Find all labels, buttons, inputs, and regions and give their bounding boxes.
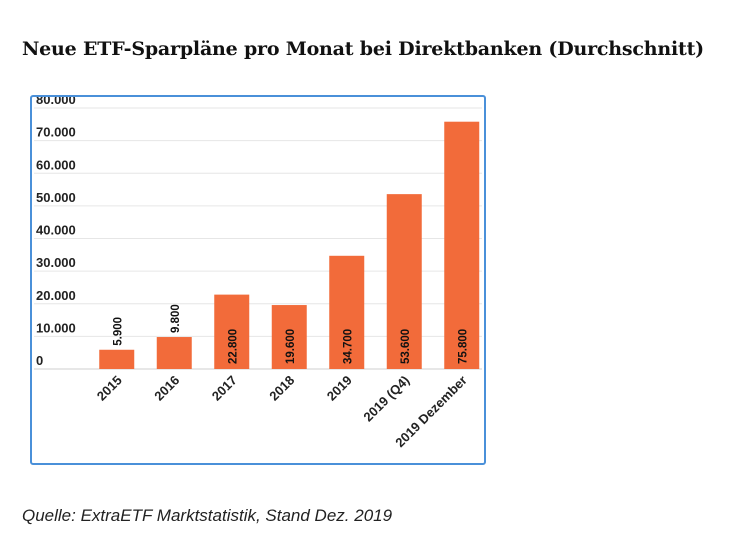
bar-2015 <box>99 349 135 369</box>
x-tick-label: 2015 <box>94 373 125 404</box>
x-tick-label: 2018 <box>266 373 297 404</box>
chart-title: Neue ETF-Sparpläne pro Monat bei Direktb… <box>22 38 704 60</box>
y-tick-label: 50.000 <box>36 190 76 205</box>
x-tick-label: 2019 <box>324 373 355 404</box>
x-tick-label: 2019 (Q4) <box>360 373 412 425</box>
y-tick-label: 10.000 <box>36 320 76 335</box>
y-tick-label: 70.000 <box>36 125 76 140</box>
data-label: 53.600 <box>400 329 412 364</box>
y-tick-label: 30.000 <box>36 255 76 270</box>
y-tick-label: 80.000 <box>36 97 76 107</box>
data-label: 34.700 <box>342 329 354 364</box>
x-tick-label: 2017 <box>209 373 240 404</box>
y-tick-label: 20.000 <box>36 288 76 303</box>
bar-chart: 0 10.000 20.000 30.000 40.000 50.000 60.000 70.… <box>34 97 482 450</box>
data-label: 9.800 <box>170 304 182 333</box>
data-label: 22.800 <box>227 329 239 364</box>
data-label: 5.900 <box>112 317 124 346</box>
bar-2019 <box>329 255 365 369</box>
data-label: 19.600 <box>285 329 297 364</box>
source-note: Quelle: ExtraETF Marktstatistik, Stand D… <box>22 506 393 525</box>
bar-2019-q4 <box>386 194 422 369</box>
y-tick-label: 0 <box>36 353 43 368</box>
y-tick-label: 40.000 <box>36 223 76 238</box>
chart-container: 0 10.000 20.000 30.000 40.000 50.000 60.000 70.… <box>30 95 486 465</box>
data-label: 75.800 <box>457 329 469 364</box>
bar-2016 <box>156 337 192 369</box>
bar-2018 <box>271 305 307 369</box>
bar-2017 <box>214 294 250 369</box>
x-tick-label: 2016 <box>151 373 182 404</box>
bar-2019-dezember <box>444 121 480 369</box>
y-tick-label: 60.000 <box>36 157 76 172</box>
